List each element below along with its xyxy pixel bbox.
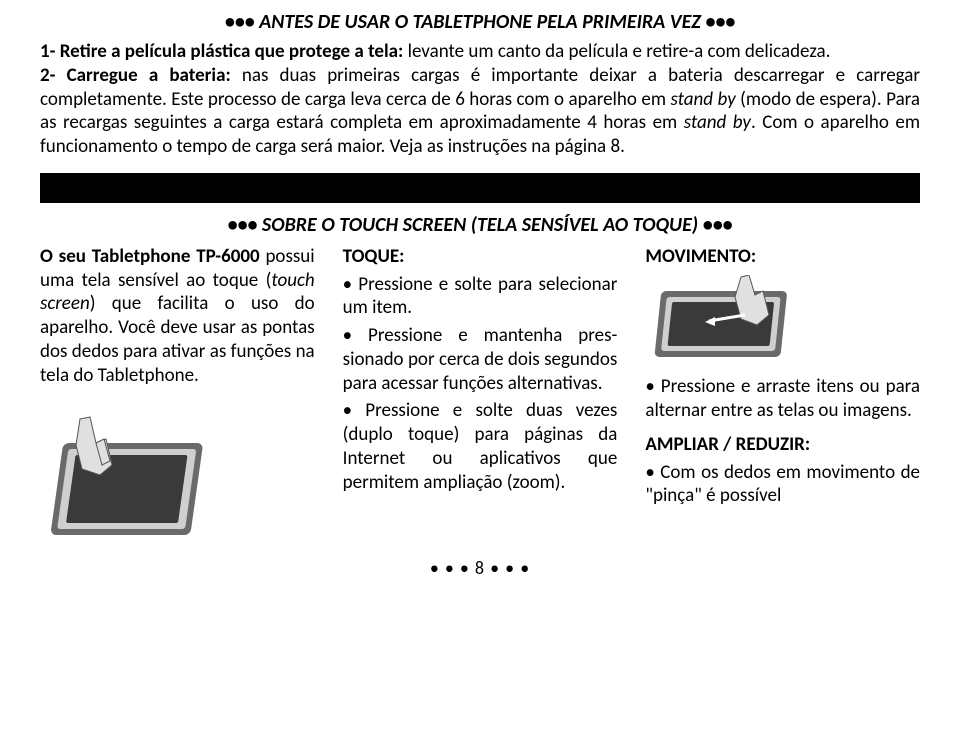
intro-line1-prefix: 1- Retire a película plástica que proteg… [40,40,408,63]
columns-container: O seu Tabletphone TP-6000 possui uma tel… [40,245,920,540]
page-number: • • • 8 • • • [40,557,920,579]
section-divider [40,173,920,203]
intro-line2-prefix: 2- Carregue a bateria: [40,64,242,87]
intro-line1-rest: levante um canto da película e retire-a … [408,40,831,63]
col3-bullet2: • Com os dedos em movi­mento de "pinça" … [645,461,920,509]
tablet-touch-icon [40,409,315,539]
intro-text: 1- Retire a película plástica que proteg… [40,40,920,159]
section2-title-italic: TOUCH SCREEN [339,213,466,237]
page-container: ••• ANTES DE USAR O TABLETPHONE PELA PRI… [0,0,960,579]
col2-bullet2: • Pressione e mantenha pres­sionado por … [343,324,618,395]
intro-standby2: stand by [684,111,751,134]
column-1: O seu Tabletphone TP-6000 possui uma tel… [40,245,315,540]
section2-title: ••• SOBRE O TOUCH SCREEN (TELA SENSÍVEL … [40,213,920,237]
section2-title-suffix: (TELA SENSÍVEL AO TOQUE) ••• [466,213,732,237]
col1-bold: O seu Tabletphone TP-6000 [40,245,260,268]
col3-heading-ampliar: AMPLIAR / REDUZIR: [645,433,920,457]
header-title: ••• ANTES DE USAR O TABLETPHONE PELA PRI… [40,10,920,34]
section2-title-prefix: ••• SOBRE O [227,213,339,237]
column-3: MOVIMENTO: • Pressione e arraste itens o… [645,245,920,540]
column-2: TOQUE: • Pressione e solte para sele­cio… [343,245,618,540]
col2-heading-toque: TOQUE: [343,245,618,269]
swipe-icon [645,275,920,368]
swipe-svg-icon [645,275,795,361]
col2-bullet1: • Pressione e solte para sele­cionar um … [343,273,618,321]
col3-heading-movimento: MOVIMENTO: [645,245,920,269]
col3-bullet1: • Pressione e arraste itens ou para alte… [645,375,920,423]
tablet-svg-icon [40,409,210,539]
col2-bullet3: • Pressione e solte duas vezes (duplo to… [343,399,618,494]
intro-standby1: stand by [670,88,735,111]
